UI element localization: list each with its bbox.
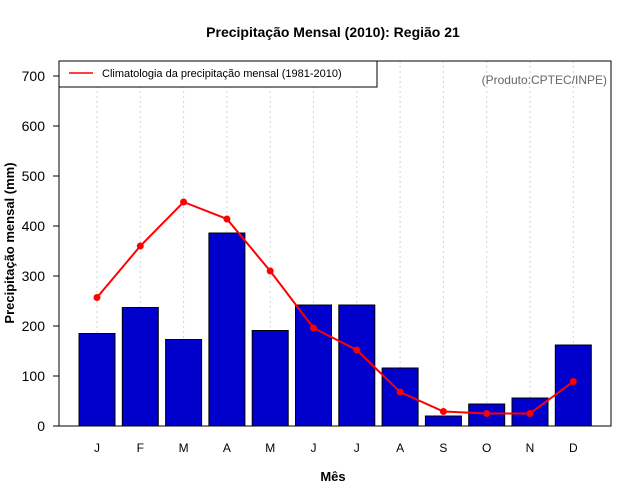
x-tick-label: O <box>482 441 491 455</box>
climatology-line <box>96 200 574 415</box>
bar <box>295 304 332 427</box>
climatology-point <box>353 346 361 354</box>
bar <box>78 333 116 427</box>
bar <box>424 415 462 427</box>
bar <box>338 304 376 427</box>
climatology-point <box>93 294 101 301</box>
line-series <box>93 198 577 417</box>
y-tick-label: 600 <box>22 118 46 134</box>
chart-title: Precipitação Mensal (2010): Região 21 <box>206 24 460 40</box>
climatology-point <box>526 410 534 417</box>
y-tick-label: 200 <box>22 318 46 334</box>
legend-label: Climatologia da precipitação mensal (198… <box>102 68 342 80</box>
x-tick-label: F <box>137 441 144 455</box>
bar <box>165 339 203 427</box>
x-tick-label: M <box>179 441 189 455</box>
grid <box>96 61 574 426</box>
y-axis: 0 100 200 300 400 500 600 700 <box>22 68 60 434</box>
x-tick-label: M <box>265 441 275 455</box>
y-tick-label: 500 <box>22 168 46 184</box>
bar-series <box>78 232 592 427</box>
bar <box>121 307 159 427</box>
product-annotation: (Produto:CPTEC/INPE) <box>482 73 607 87</box>
climatology-point <box>223 215 231 223</box>
climatology-point <box>310 324 317 332</box>
climatology-point <box>483 410 491 417</box>
x-tick-label: J <box>354 441 360 455</box>
y-tick-label: 100 <box>22 368 46 384</box>
climatology-point <box>180 198 188 206</box>
y-tick-label: 700 <box>22 68 46 84</box>
x-tick-label: J <box>94 441 100 455</box>
climatology-point <box>266 267 274 275</box>
climatology-point <box>569 378 577 385</box>
y-axis-label: Precipitação mensal (mm) <box>2 162 17 323</box>
x-tick-label: N <box>526 441 535 455</box>
x-tick-label: S <box>439 441 447 455</box>
bar <box>554 344 592 427</box>
x-tick-label: J <box>311 441 317 455</box>
x-axis-label: Mês <box>320 469 345 484</box>
bar <box>208 232 246 427</box>
x-tick-label: A <box>223 441 231 455</box>
legend-box <box>58 60 378 88</box>
legend: Climatologia da precipitação mensal (198… <box>58 60 378 88</box>
y-tick-label: 400 <box>22 218 46 234</box>
climatology-point <box>439 408 447 415</box>
bar <box>251 330 289 427</box>
x-tick-label: D <box>569 441 578 455</box>
y-tick-label: 0 <box>37 418 45 434</box>
x-tick-label: A <box>396 441 404 455</box>
climatology-point <box>136 242 144 250</box>
y-tick-label: 300 <box>22 268 46 284</box>
climatology-point <box>396 388 404 396</box>
